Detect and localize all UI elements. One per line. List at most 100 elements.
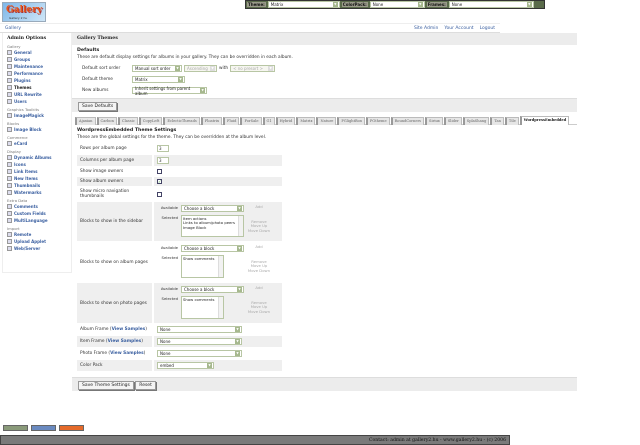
sidebar-item-maintenance[interactable]: Maintenance — [7, 63, 67, 70]
color-pack-select[interactable]: embed ▼ — [157, 362, 214, 369]
view-samples-link[interactable]: View Samples — [107, 339, 142, 344]
tab-roundcorners[interactable]: RoundCorners — [390, 117, 425, 125]
move-down-button[interactable]: Move Down — [247, 267, 271, 273]
sort-direction-select[interactable]: Ascending ▼ — [184, 65, 217, 72]
tab-copyleft[interactable]: CopyLeft — [138, 117, 163, 125]
sidebar-item-custom-fields[interactable]: Custom Fields — [7, 210, 67, 217]
item-frame-select[interactable]: None ▼ — [157, 338, 242, 345]
rows-per-page-input[interactable]: 3 — [157, 145, 169, 152]
xhtml-badge-icon[interactable] — [3, 425, 28, 431]
available-blocks-select[interactable]: Choose a block ▼ — [181, 286, 244, 293]
move-up-button[interactable]: Move Up — [250, 263, 268, 269]
sidebar-item-url-rewrite[interactable]: URL Rewrite — [7, 91, 67, 98]
sidebar-item-ecard[interactable]: eCard — [7, 140, 67, 147]
save-theme-settings-button[interactable]: Save Theme Settings — [78, 381, 134, 390]
tab-pglightbox[interactable]: PGlightBox — [337, 117, 365, 125]
tab-pgtheme[interactable]: PGtheme — [365, 117, 390, 125]
add-block-button[interactable]: Add — [255, 285, 263, 290]
tab-nature[interactable]: Nature — [316, 117, 337, 125]
firefox-badge-icon[interactable] — [31, 425, 56, 431]
add-block-button[interactable]: Add — [255, 204, 263, 209]
tab-siriux[interactable]: Siriux — [425, 117, 443, 125]
site-admin-link[interactable]: Site Admin — [413, 26, 439, 31]
tab-tile[interactable]: Tile — [504, 117, 519, 125]
theme-select[interactable]: Matrix ▼ — [267, 1, 340, 8]
tab-floatrix[interactable]: Floatrix — [200, 117, 223, 125]
sidebar-item-performance[interactable]: Performance — [7, 70, 67, 77]
photo-frame-select[interactable]: None ▼ — [157, 350, 242, 357]
presort-select[interactable]: < no presort > ▼ — [230, 65, 276, 72]
sidebar-item-thumbnails[interactable]: Thumbnails — [7, 182, 67, 189]
sidebar-item-link-items[interactable]: Link Items — [7, 168, 67, 175]
add-block-button[interactable]: Add — [255, 244, 263, 249]
tab-forsale[interactable]: ForSale — [240, 117, 262, 125]
frames-select[interactable]: None ▼ — [448, 1, 534, 8]
tab-matrix[interactable]: Matrix — [296, 117, 316, 125]
selected-blocks-list[interactable]: Show comments — [181, 296, 224, 319]
selected-block-item[interactable]: Show comments — [183, 256, 215, 261]
available-blocks-select[interactable]: Choose a block ▼ — [181, 205, 244, 212]
tab-splashang[interactable]: SplaShang — [462, 117, 490, 125]
save-defaults-button[interactable]: Save Defaults — [78, 102, 118, 111]
sidebar-item-comments[interactable]: Comments — [7, 203, 67, 210]
move-up-button[interactable]: Move Up — [250, 304, 268, 310]
logout-link[interactable]: Logout — [479, 26, 495, 31]
tab-g1[interactable]: G1 — [262, 117, 275, 125]
sidebar-item-new-items[interactable]: New Items — [7, 175, 67, 182]
move-down-button[interactable]: Move Down — [247, 308, 271, 314]
selected-block-item[interactable]: Image Block — [183, 224, 207, 230]
colorpack-select[interactable]: None ▼ — [369, 1, 425, 8]
sidebar-item-icons[interactable]: Icons — [7, 161, 67, 168]
selected-block-item[interactable]: Show comments — [183, 297, 215, 302]
sidebar-item-groups[interactable]: Groups — [7, 56, 67, 63]
sidebar-item-plugins[interactable]: Plugins — [7, 77, 67, 84]
your-account-link[interactable]: Your Account — [444, 26, 474, 31]
new-albums-select[interactable]: Inherit settings from parent album ▼ — [132, 86, 207, 96]
tab-slider[interactable]: Slider — [443, 117, 462, 125]
reset-button[interactable]: Reset — [135, 381, 156, 390]
sidebar-item-users[interactable]: Users — [7, 98, 67, 105]
sidebar-item-image-block[interactable]: Image Block — [7, 126, 67, 133]
sidebar-item-multilanguage[interactable]: MultiLanguage — [7, 217, 67, 224]
show-image-owners-checkbox[interactable] — [157, 169, 162, 174]
gallery-logo[interactable]: Gallery Gallery 2 hu — [2, 2, 46, 22]
sidebar-item-web-server[interactable]: Web/Server — [7, 245, 67, 252]
available-blocks-select[interactable]: Choose a block ▼ — [181, 245, 244, 252]
performance-icon — [7, 71, 12, 76]
selected-blocks-list[interactable]: Item actions Links to album/photo peers Im… — [181, 215, 244, 237]
tab-hybrid[interactable]: Hybrid — [275, 117, 296, 125]
default-theme-select[interactable]: Matrix ▼ — [132, 76, 185, 83]
move-up-button[interactable]: Move Up — [250, 223, 268, 229]
gallery-badge-icon[interactable] — [59, 425, 84, 431]
tab-tan[interactable]: Tan — [490, 117, 504, 125]
selected-block-item[interactable]: Links to album/photo peers — [183, 220, 235, 226]
tab-carbon[interactable]: Carbon — [96, 117, 117, 125]
tab-classic[interactable]: Classic — [117, 117, 138, 125]
remove-block-button[interactable]: Remove — [251, 300, 267, 305]
view-samples-link[interactable]: View Samples — [111, 327, 146, 332]
sidebar-item-remote[interactable]: Remote — [7, 231, 67, 238]
sidebar-item-themes[interactable]: Themes — [7, 84, 67, 91]
sidebar-item-dynamic-albums[interactable]: Dynamic Albums — [7, 154, 67, 161]
sort-order-select[interactable]: Manual sort order ▼ — [132, 65, 182, 72]
album-frame-select[interactable]: None ▼ — [157, 326, 242, 333]
sidebar-item-upload-applet[interactable]: Upload Applet — [7, 238, 67, 245]
tab-ajaxian[interactable]: Ajaxian — [75, 117, 96, 125]
selected-blocks-list[interactable]: Show comments — [181, 255, 224, 278]
selected-block-item[interactable]: Item actions — [183, 216, 207, 221]
tab-eclecticthreads[interactable]: EclecticThreads — [163, 117, 200, 125]
move-down-button[interactable]: Move Down — [247, 227, 271, 233]
sidebar-item-watermarks[interactable]: Watermarks — [7, 189, 67, 196]
sidebar-item-general[interactable]: General — [7, 49, 67, 56]
view-samples-link[interactable]: View Samples — [110, 351, 144, 356]
show-album-owners-checkbox[interactable]: ✓ — [157, 179, 162, 184]
sidebar-item-imagemagick[interactable]: ImageMagick — [7, 112, 67, 119]
sidebar-title: Admin Options — [7, 36, 47, 41]
show-micro-navigation-checkbox[interactable] — [157, 191, 162, 197]
remove-block-button[interactable]: Remove — [251, 259, 267, 264]
tab-fluid[interactable]: Fluid — [223, 117, 240, 125]
columns-per-page-input[interactable]: 3 — [157, 157, 169, 164]
tab-wordpressembedded[interactable]: WordpressEmbedded — [519, 116, 570, 125]
breadcrumb-gallery[interactable]: Gallery — [5, 26, 22, 31]
remove-block-button[interactable]: Remove — [251, 219, 267, 224]
